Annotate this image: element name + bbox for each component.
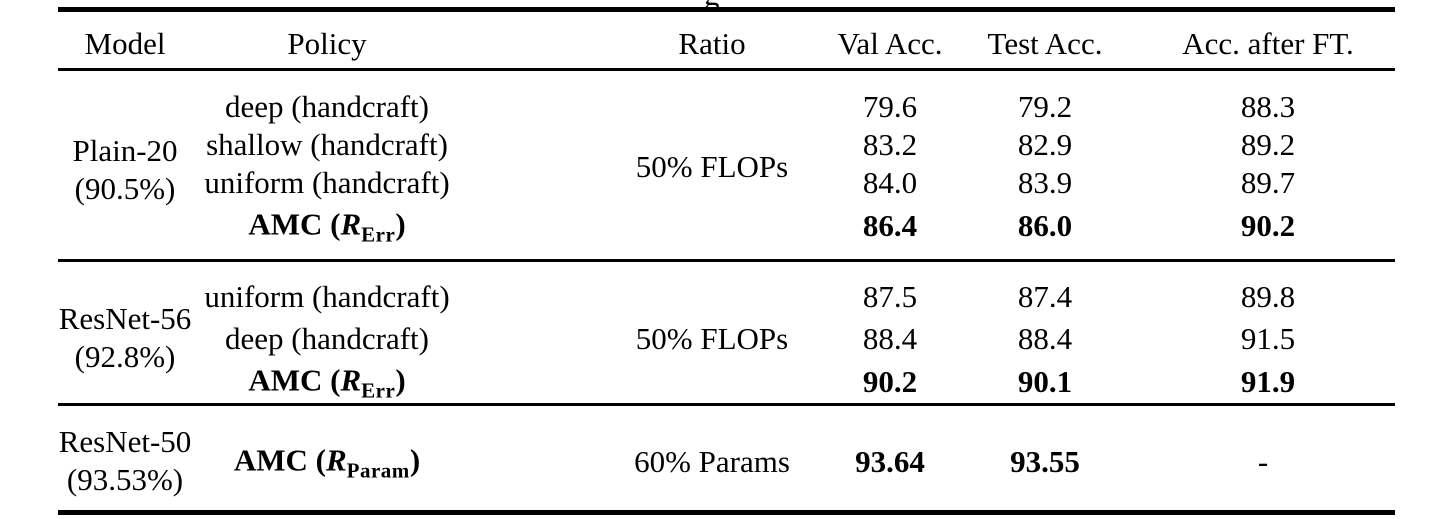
col-header-model: Model (84, 26, 166, 61)
amc-reward-subscript: Err (361, 222, 396, 247)
test-acc-cell: 79.2 (1017, 89, 1073, 124)
policy-cell: shallow (handcraft) (206, 127, 448, 162)
amc-reward-var: R (340, 362, 362, 398)
table-bottom-rule (58, 510, 1395, 515)
ratio-group2: 50% FLOPs (635, 321, 789, 356)
policy-cell: uniform (handcraft) (204, 279, 450, 314)
policy-amc-cell: AMC (RErr) (248, 206, 405, 247)
test-acc-cell: 83.9 (1017, 165, 1073, 200)
ft-acc-cell: 89.2 (1240, 127, 1296, 162)
ratio-group1: 50% FLOPs (635, 149, 789, 184)
policy-amc-cell: AMC (RErr) (248, 362, 405, 403)
val-acc-cell: 86.4 (862, 208, 918, 243)
test-acc-cell: 90.1 (1017, 364, 1073, 399)
ft-acc-cell: 88.3 (1240, 89, 1296, 124)
test-acc-cell: 82.9 (1017, 127, 1073, 162)
model-resnet-50: ResNet-50 (93.53%) (59, 423, 192, 499)
group2-bottom-rule (58, 403, 1395, 406)
model-name: Plain-20 (72, 133, 178, 168)
ft-acc-cell: 89.7 (1240, 165, 1296, 200)
ratio-group3: 60% Params (634, 444, 790, 479)
amc-label: AMC ( (233, 442, 326, 478)
model-name: ResNet-56 (58, 301, 192, 336)
test-acc-cell: 87.4 (1017, 279, 1073, 314)
ft-acc-cell: 91.5 (1240, 321, 1296, 356)
model-plain-20: Plain-20 (90.5%) (72, 132, 177, 208)
amc-reward-var: R (340, 206, 362, 242)
model-baseline-acc: (92.8%) (74, 339, 176, 374)
ft-acc-cell: - (1257, 444, 1269, 479)
test-acc-cell: 88.4 (1017, 321, 1073, 356)
ft-acc-cell: 89.8 (1240, 279, 1296, 314)
amc-reward-var: R (325, 442, 347, 478)
header-bottom-rule (58, 68, 1395, 71)
policy-amc-cell: AMC (RParam) (234, 442, 420, 483)
val-acc-cell: 79.6 (862, 89, 918, 124)
ft-acc-cell: 91.9 (1240, 364, 1296, 399)
model-baseline-acc: (93.53%) (66, 462, 184, 497)
val-acc-cell: 83.2 (862, 127, 918, 162)
col-header-policy: Policy (287, 26, 367, 61)
model-name: ResNet-50 (58, 424, 192, 459)
amc-reward-subscript: Param (346, 458, 410, 483)
amc-label: AMC ( (248, 206, 341, 242)
amc-reward-subscript: Err (361, 378, 396, 403)
policy-cell: deep (handcraft) (225, 321, 429, 356)
model-baseline-acc: (90.5%) (74, 171, 176, 206)
table-top-rule (58, 7, 1395, 12)
val-acc-cell: 87.5 (862, 279, 918, 314)
policy-cell: uniform (handcraft) (204, 165, 450, 200)
group1-bottom-rule (58, 259, 1395, 262)
policy-cell: deep (handcraft) (225, 89, 429, 124)
col-header-ratio: Ratio (678, 26, 746, 61)
test-acc-cell: 86.0 (1017, 208, 1073, 243)
col-header-acc-after-ft: Acc. after FT. (1182, 26, 1354, 61)
amc-close-paren: ) (409, 442, 421, 478)
model-resnet-56: ResNet-56 (92.8%) (59, 300, 192, 376)
ft-acc-cell: 90.2 (1240, 208, 1296, 243)
amc-close-paren: ) (395, 362, 406, 398)
val-acc-cell: 88.4 (862, 321, 918, 356)
col-header-test-acc: Test Acc. (987, 26, 1103, 61)
val-acc-cell: 90.2 (862, 364, 918, 399)
amc-close-paren: ) (395, 206, 406, 242)
val-acc-cell: 93.64 (855, 444, 925, 479)
amc-label: AMC ( (248, 362, 341, 398)
test-acc-cell: 93.55 (1010, 444, 1080, 479)
val-acc-cell: 84.0 (862, 165, 918, 200)
col-header-val-acc: Val Acc. (837, 26, 943, 61)
